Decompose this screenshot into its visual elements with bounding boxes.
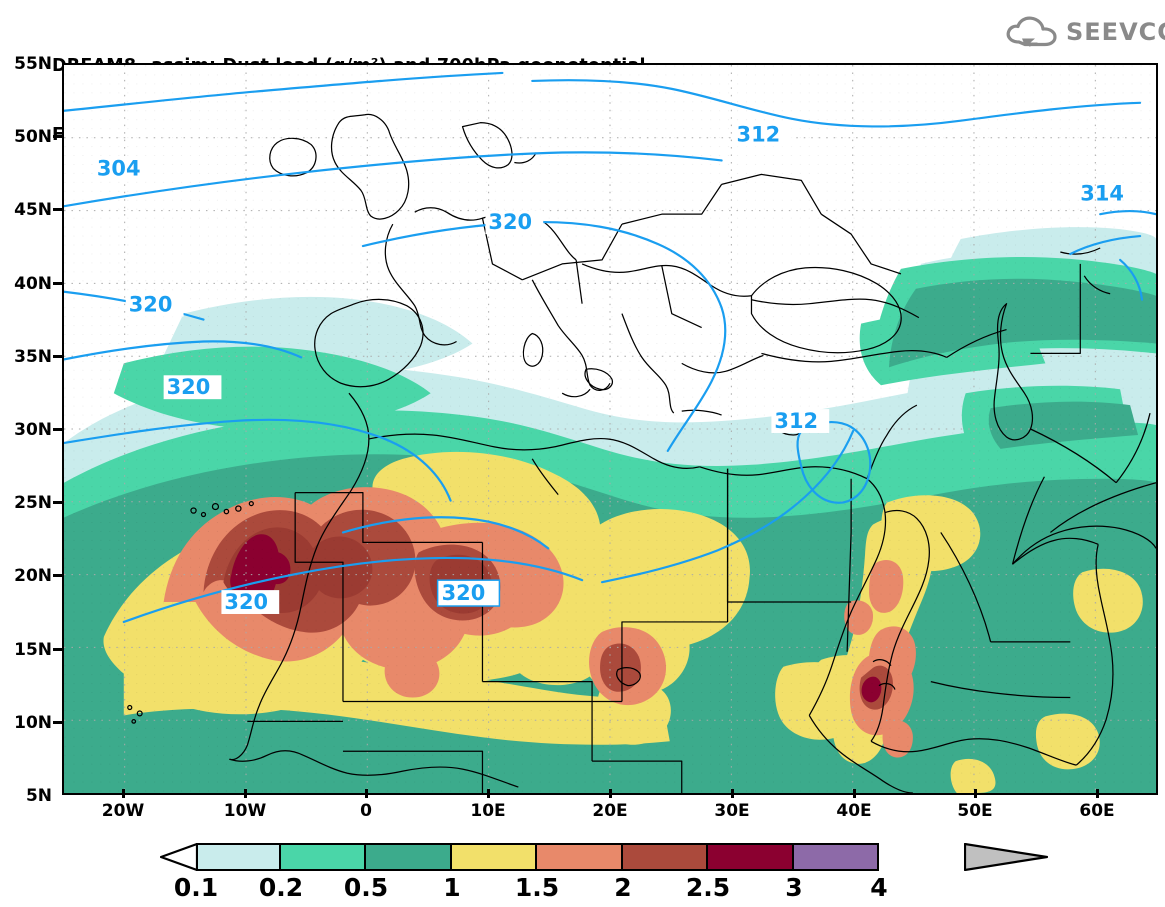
x-tick-mark-10E — [487, 789, 490, 798]
colorbar-label-2: 2 — [614, 873, 632, 902]
x-tick-mark-20E — [609, 789, 612, 798]
contour-label-312-north: 312 — [737, 123, 781, 147]
y-tick-mark-10N — [53, 721, 62, 724]
contour-fill-layer: 304 312 320 320 320 312 320 320 314 — [64, 65, 1156, 793]
colorbar-label-2.5: 2.5 — [685, 873, 731, 902]
x-tick-10E: 10E — [470, 801, 506, 821]
x-tick-mark-10W — [244, 789, 247, 798]
x-tick-60E: 60E — [1079, 801, 1115, 821]
x-tick-0: 0 — [360, 801, 372, 821]
y-tick-55N: 55N — [14, 54, 52, 74]
x-tick-mark-40E — [853, 789, 856, 798]
contour-labels: 304 312 320 320 320 312 320 320 314 — [93, 123, 1124, 614]
x-tick-30E: 30E — [714, 801, 750, 821]
map-plot-area: 304 312 320 320 320 312 320 320 314 — [62, 63, 1158, 795]
y-tick-mark-30N — [53, 428, 62, 431]
colorbar-label-1: 1 — [443, 873, 461, 902]
geopotential-contour-layer — [64, 71, 1156, 624]
header: DREAM8−assim: Dust load (g/m²) and 700hP… — [0, 0, 1165, 145]
x-tick-10W: 10W — [223, 801, 267, 821]
colorbar-swatch-0.2-0.5 — [281, 843, 366, 871]
colorbar-label-0.2: 0.2 — [258, 873, 304, 902]
y-tick-mark-35N — [53, 355, 62, 358]
colorbar-label-1.5: 1.5 — [514, 873, 560, 902]
y-tick-35N: 35N — [14, 347, 52, 367]
y-tick-45N: 45N — [14, 200, 52, 220]
x-tick-50E: 50E — [957, 801, 993, 821]
colorbar: 0.1 0.2 0.5 1 1.5 2 2.5 3 4 — [0, 840, 1165, 907]
y-tick-mark-45N — [53, 208, 62, 211]
y-tick-20N: 20N — [14, 566, 52, 586]
gridlines — [64, 65, 1156, 793]
colorbar-over-arrow — [964, 843, 1048, 871]
colorbar-swatch-1.5-2 — [537, 843, 623, 871]
colorbar-swatch-2.5-3 — [708, 843, 794, 871]
colorbar-label-4: 4 — [870, 873, 888, 902]
y-tick-mark-50N — [53, 135, 62, 138]
colorbar-label-3: 3 — [785, 873, 803, 902]
seevccc-logo: SEEVCCC — [1005, 14, 1165, 50]
contour-label-320-atl2: 320 — [167, 375, 211, 399]
y-tick-30N: 30N — [14, 420, 52, 440]
y-tick-10N: 10N — [14, 713, 52, 733]
colorbar-swatch-0.5-1 — [366, 843, 452, 871]
contour-label-312-med: 312 — [774, 409, 818, 433]
contour-label-320-sahara: 320 — [442, 581, 486, 605]
colorbar-swatch-1-1.5 — [452, 843, 537, 871]
x-tick-mark-20W — [122, 789, 125, 798]
y-tick-40N: 40N — [14, 274, 52, 294]
logo-text: SEEVCCC — [1066, 18, 1165, 46]
colorbar-under-arrow — [160, 843, 198, 871]
contour-label-320-sahel: 320 — [224, 590, 268, 614]
colorbar-swatch-2-2.5 — [623, 843, 708, 871]
y-tick-mark-20N — [53, 574, 62, 577]
y-tick-25N: 25N — [14, 493, 52, 513]
colorbar-swatch-3-4 — [794, 843, 879, 871]
contour-label-320-europe: 320 — [488, 210, 532, 234]
y-tick-5N: 5N — [25, 786, 52, 806]
y-tick-mark-15N — [53, 648, 62, 651]
colorbar-label-0.1: 0.1 — [173, 873, 219, 902]
y-tick-mark-40N — [53, 282, 62, 285]
y-tick-mark-25N — [53, 501, 62, 504]
x-tick-mark-50E — [974, 789, 977, 798]
dust-load-map: 304 312 320 320 320 312 320 320 314 — [64, 65, 1156, 793]
x-tick-mark-30E — [731, 789, 734, 798]
x-tick-mark-60E — [1096, 789, 1099, 798]
x-tick-20E: 20E — [592, 801, 628, 821]
colorbar-swatches — [196, 843, 879, 871]
colorbar-label-0.5: 0.5 — [343, 873, 389, 902]
colorbar-swatch-0.1-0.2 — [196, 843, 281, 871]
y-tick-50N: 50N — [14, 127, 52, 147]
cloud-icon — [1006, 16, 1057, 47]
x-tick-20W: 20W — [101, 801, 145, 821]
x-tick-mark-0 — [365, 789, 368, 798]
contour-label-304-west: 304 — [97, 156, 141, 180]
x-tick-40E: 40E — [836, 801, 872, 821]
y-tick-15N: 15N — [14, 640, 52, 660]
contour-label-320-atl1: 320 — [129, 293, 173, 317]
contour-label-314-caspian: 314 — [1080, 181, 1124, 205]
